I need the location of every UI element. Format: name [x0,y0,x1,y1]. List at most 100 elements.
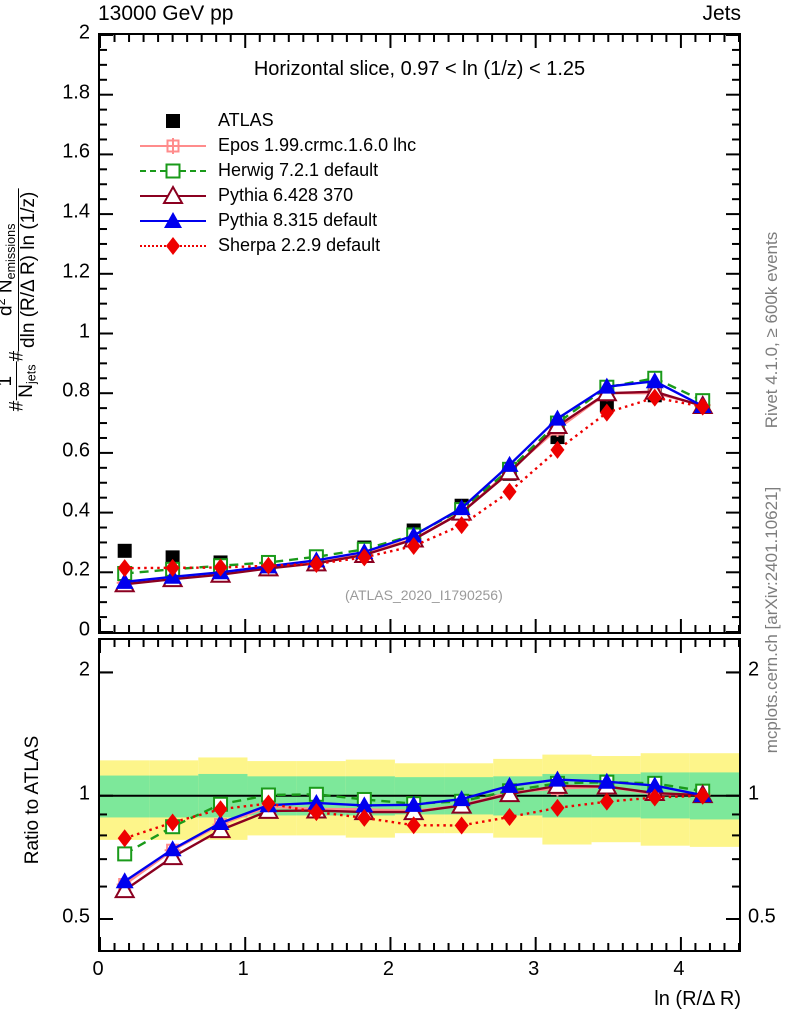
ratio-y-tick-label-right: 1 [748,782,760,805]
ratio-y-tick-label-left: 0.5 [62,905,90,928]
ratio-data-point-triangle-filled [211,813,230,830]
main-plot-area [100,35,739,632]
ratio-data-point-triangle-filled [645,776,664,793]
rivet-version-note: Rivet 4.1.0, ≥ 600k events [762,231,781,429]
x-tick-labels: 0 1 2 3 4 [0,958,786,988]
x-tick-label: 2 [382,958,395,980]
x-axis-title: ln (R/Δ R) [654,988,741,1010]
main-y-tick-label: 1.2 [62,260,90,283]
legend-marker-glyph [166,236,180,255]
legend-marker-square-filled [140,110,206,132]
main-series-5 [117,388,710,578]
x-tick-label: 0 [92,958,104,980]
legend-marker-glyph [162,184,184,204]
data-point-diamond-filled [309,554,324,573]
legend-marker-triangle-filled [140,210,206,232]
main-series-4 [115,372,712,589]
ratio-data-point-square-open [117,846,133,862]
ratio-data-point-diamond-filled [454,816,469,835]
data-point-diamond-filled [406,537,421,556]
data-point-diamond-filled [165,558,180,577]
ratio-data-point-triangle-filled [355,796,374,813]
legend-label: Pythia 8.315 default [218,210,378,230]
legend-entry[interactable]: Herwig 7.2.1 default [140,158,420,183]
ratio-data-point-triangle-filled [163,840,182,857]
legend-entry[interactable]: Pythia 6.428 370 [140,183,420,208]
main-y-tick-label: 1.8 [62,81,90,104]
data-point-triangle-filled [548,409,567,426]
data-point-diamond-filled [647,388,662,407]
legend: ATLAS Epos 1.99.crmc.1.6.0 lhc Herwig 7.2.… [140,108,420,258]
x-tick-label: 4 [673,958,685,980]
ratio-data-point-triangle-filled [597,772,616,789]
ratio-data-point-triangle-filled [307,793,326,810]
legend-label: Sherpa 2.2.9 default [218,235,381,255]
data-point-diamond-filled [213,558,228,577]
legend-marker-square-open [140,160,206,182]
ratio-data-point-triangle-filled [115,872,134,889]
ratio-y-tick-labels-left: 2 1 0.5 [0,638,90,958]
legend-entry[interactable]: Pythia 8.315 default [140,208,420,233]
legend-marker-diamond-filled [140,235,206,257]
main-y-tick-label: 0 [78,618,90,641]
legend-entry[interactable]: Sherpa 2.2.9 default [140,233,420,258]
ratio-data-point-diamond-filled [647,788,662,807]
legend-marker-shape [165,163,181,178]
main-y-tick-label: 0.2 [62,558,90,581]
legend-entry[interactable]: ATLAS [140,108,420,133]
ratio-data-point-diamond-filled [357,808,372,827]
ratio-data-point-diamond-filled [261,794,276,813]
main-axis-ticks [100,35,739,632]
legend-marker-cross-square [140,135,206,157]
legend-entry[interactable]: Epos 1.99.crmc.1.6.0 lhc [140,133,420,158]
fraction-denominator-1: Njets [16,361,40,401]
ratio-y-tick-label-right: 0.5 [748,905,776,928]
one-over-njets-fraction: 1 Njets [0,361,40,401]
main-series-1 [116,385,711,591]
main-y-tick-label: 1.6 [62,140,90,163]
x-tick-label: 3 [528,958,540,980]
ratio-data-point-diamond-filled [309,803,324,822]
main-y-axis-title: # 1 Njets # d2 Nemissions dln (R/Δ R) ln… [0,188,40,412]
data-point-diamond-filled [599,403,614,422]
ratio-data-point-triangle-open [113,879,136,899]
data-point-diamond-filled [357,548,372,567]
ratio-data-point-diamond-filled [117,829,132,848]
fraction-denominator-2: dln (R/Δ R) ln (1/z) [18,188,40,351]
legend-marker-shape [166,236,180,255]
legend-marker-glyph [165,163,181,178]
ratio-y-tick-labels-right: 2 1 0.5 [748,638,786,958]
ratio-data-point-triangle-filled [548,770,567,787]
ratio-y-tick-label-right: 2 [748,658,760,681]
legend-marker-shape [164,211,182,228]
beam-energy-label: 13000 GeV pp [98,2,234,25]
ratio-data-point-diamond-filled [406,816,421,835]
ratio-data-point-triangle-filled [404,795,423,812]
legend-marker-shape [165,137,181,154]
main-y-tick-label: 0.8 [62,379,90,402]
x-tick-label: 1 [237,958,249,980]
analysis-category-label: Jets [702,2,741,25]
legend-marker-glyph [164,211,182,228]
data-point-diamond-filled [117,559,132,578]
data-point-triangle-filled [645,372,664,389]
ratio-y-tick-label-left: 1 [78,782,90,805]
main-plot-frame [98,33,741,634]
data-point-diamond-filled [695,397,710,416]
legend-label: Pythia 6.428 370 [218,185,354,205]
fraction-numerator-1: 1 [0,362,16,401]
legend-label: Epos 1.99.crmc.1.6.0 lhc [218,135,417,155]
data-point-square-filled [165,550,180,565]
legend-marker-glyph [165,137,181,154]
data-point-triangle-filled [597,377,616,394]
legend-label: ATLAS [218,110,274,130]
ratio-data-point-diamond-filled [695,786,710,805]
legend-marker-shape [162,184,184,204]
analysis-watermark: (ATLAS_2020_I1790256) [345,587,503,603]
data-point-square-filled [117,543,132,558]
ratio-data-point-diamond-filled [213,800,228,819]
hash-glyph-1: # [6,400,28,412]
legend-label: Herwig 7.2.1 default [218,160,379,180]
fraction-numerator-2: d2 Nemissions [0,223,18,316]
ratio-data-point-triangle-filled [500,776,519,793]
